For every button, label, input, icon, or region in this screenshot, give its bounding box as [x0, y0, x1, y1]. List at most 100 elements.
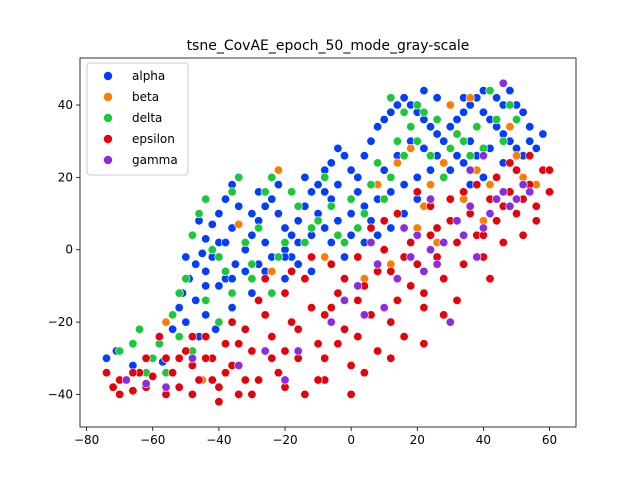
- scatter-point-alpha: [525, 136, 535, 146]
- scatter-point-alpha: [459, 158, 469, 168]
- scatter-point-gamma: [478, 151, 488, 161]
- scatter-point-gamma: [406, 252, 416, 262]
- scatter-point-epsilon: [174, 353, 184, 363]
- scatter-point-alpha: [386, 223, 396, 233]
- scatter-point-alpha: [201, 281, 211, 291]
- scatter-point-delta: [240, 238, 250, 248]
- scatter-point-alpha: [452, 151, 462, 161]
- scatter-point-alpha: [326, 238, 336, 248]
- scatter-point-delta: [207, 245, 217, 255]
- scatter-point-alpha: [419, 86, 429, 96]
- scatter-point-epsilon: [339, 274, 349, 284]
- scatter-point-delta: [425, 151, 435, 161]
- scatter-point-alpha: [452, 115, 462, 125]
- scatter-point-beta: [406, 143, 416, 153]
- scatter-point-epsilon: [273, 368, 283, 378]
- scatter-point-delta: [247, 259, 257, 269]
- scatter-point-alpha: [280, 223, 290, 233]
- scatter-point-beta: [439, 158, 449, 168]
- scatter-point-epsilon: [280, 288, 290, 298]
- scatter-point-epsilon: [459, 259, 469, 269]
- scatter-point-alpha: [386, 107, 396, 117]
- scatter-point-epsilon: [267, 332, 277, 342]
- scatter-point-alpha: [273, 180, 283, 190]
- scatter-point-epsilon: [392, 295, 402, 305]
- scatter-point-epsilon: [161, 353, 171, 363]
- scatter-point-delta: [187, 230, 197, 240]
- scatter-point-delta: [419, 107, 429, 117]
- scatter-point-alpha: [399, 93, 409, 103]
- scatter-point-gamma: [419, 266, 429, 276]
- scatter-point-delta: [333, 230, 343, 240]
- scatter-point-delta: [485, 86, 495, 96]
- scatter-point-delta: [386, 172, 396, 182]
- scatter-point-alpha: [201, 234, 211, 244]
- scatter-point-alpha: [419, 143, 429, 153]
- scatter-point-delta: [174, 332, 184, 342]
- scatter-point-epsilon: [234, 339, 244, 349]
- scatter-point-beta: [320, 252, 330, 262]
- scatter-point-beta: [485, 180, 495, 190]
- scatter-point-alpha: [214, 281, 224, 291]
- scatter-point-epsilon: [300, 389, 310, 399]
- legend-label-epsilon: epsilon: [132, 132, 175, 146]
- scatter-point-alpha: [399, 180, 409, 190]
- scatter-point-gamma: [234, 360, 244, 370]
- scatter-point-epsilon: [492, 216, 502, 226]
- y-tick-label: −40: [48, 387, 73, 401]
- scatter-point-epsilon: [247, 346, 257, 356]
- scatter-point-gamma: [432, 259, 442, 269]
- scatter-point-delta: [174, 288, 184, 298]
- scatter-point-epsilon: [485, 274, 495, 284]
- scatter-point-beta: [234, 219, 244, 229]
- scatter-point-delta: [465, 151, 475, 161]
- scatter-point-delta: [300, 238, 310, 248]
- scatter-point-gamma: [399, 223, 409, 233]
- scatter-point-alpha: [191, 295, 201, 305]
- scatter-point-epsilon: [346, 389, 356, 399]
- scatter-point-epsilon: [492, 172, 502, 182]
- scatter-point-delta: [346, 194, 356, 204]
- scatter-point-alpha: [478, 107, 488, 117]
- scatter-point-delta: [227, 187, 237, 197]
- scatter-point-gamma: [445, 317, 455, 327]
- scatter-point-delta: [445, 143, 455, 153]
- scatter-point-delta: [267, 288, 277, 298]
- scatter-point-epsilon: [373, 346, 383, 356]
- scatter-point-gamma: [280, 375, 290, 385]
- scatter-point-epsilon: [267, 353, 277, 363]
- scatter-point-alpha: [227, 303, 237, 313]
- scatter-point-epsilon: [221, 368, 231, 378]
- scatter-point-alpha: [181, 317, 191, 327]
- scatter-point-gamma: [293, 346, 303, 356]
- scatter-point-delta: [115, 346, 125, 356]
- scatter-point-gamma: [260, 346, 270, 356]
- scatter-point-beta: [465, 93, 475, 103]
- scatter-point-epsilon: [386, 317, 396, 327]
- scatter-point-epsilon: [439, 310, 449, 320]
- scatter-point-delta: [247, 274, 257, 284]
- x-tick-label: 20: [410, 433, 425, 447]
- scatter-point-epsilon: [260, 310, 270, 320]
- scatter-point-epsilon: [102, 368, 112, 378]
- scatter-point-alpha: [538, 129, 548, 139]
- scatter-point-beta: [267, 266, 277, 276]
- scatter-point-gamma: [518, 180, 528, 190]
- scatter-point-epsilon: [128, 386, 138, 396]
- scatter-point-epsilon: [333, 339, 343, 349]
- y-tick-label: −20: [48, 315, 73, 329]
- scatter-point-epsilon: [313, 339, 323, 349]
- y-tick-label: 20: [58, 170, 73, 184]
- scatter-point-delta: [201, 295, 211, 305]
- scatter-point-alpha: [181, 252, 191, 262]
- scatter-point-gamma: [505, 201, 515, 211]
- scatter-point-alpha: [197, 248, 207, 258]
- scatter-point-gamma: [326, 317, 336, 327]
- scatter-point-alpha: [247, 288, 257, 298]
- scatter-point-delta: [306, 223, 316, 233]
- scatter-point-gamma: [366, 238, 376, 248]
- scatter-point-delta: [280, 238, 290, 248]
- x-tick-label: 40: [476, 433, 491, 447]
- scatter-point-delta: [254, 223, 264, 233]
- scatter-point-epsilon: [154, 332, 164, 342]
